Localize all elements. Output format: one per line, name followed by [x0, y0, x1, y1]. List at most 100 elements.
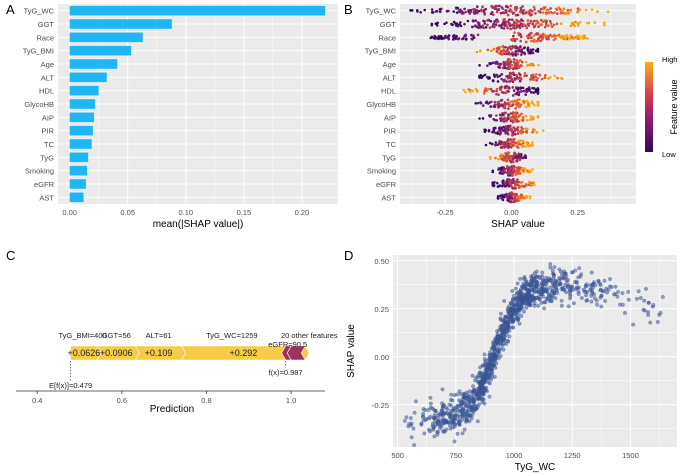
beeswarm-point-tc	[520, 145, 524, 149]
beeswarm-point-smoking	[506, 169, 510, 172]
panel-label-b: B	[344, 2, 353, 17]
beeswarm-point-tyg-wc	[533, 8, 537, 11]
beeswarm-point-alt	[531, 73, 535, 76]
dependence-point	[550, 268, 555, 273]
force-feature-label: GGT=56	[102, 331, 131, 340]
beeswarm-point-hdl	[495, 92, 498, 96]
beeswarm-point-egfr	[515, 180, 519, 184]
x-tick-label: 1500	[622, 451, 639, 460]
beeswarm-point-ggt	[452, 20, 456, 24]
beeswarm-point-tyg-bmi	[511, 51, 514, 55]
dependence-point	[506, 304, 511, 309]
beeswarm-point-ggt	[532, 25, 536, 29]
beeswarm-point-race	[547, 35, 551, 38]
panel-label-d: D	[344, 248, 353, 263]
dependence-point	[448, 415, 453, 420]
beeswarm-point-smoking	[517, 167, 520, 170]
beeswarm-point-age	[511, 67, 515, 70]
beeswarm-point-egfr	[527, 183, 531, 187]
panel-label-c: C	[6, 248, 15, 263]
dependence-point	[596, 278, 601, 283]
beeswarm-point-alt	[483, 73, 487, 77]
beeswarm-point-glycohb	[476, 101, 480, 105]
beeswarm-point-hdl	[536, 91, 540, 94]
beeswarm-point-pir	[517, 130, 520, 134]
beeswarm-point-tc	[525, 141, 529, 145]
dependence-point	[569, 285, 574, 290]
beeswarm-point-aip	[513, 113, 516, 116]
beeswarm-point-ggt	[504, 22, 507, 26]
beeswarm-point-race	[554, 34, 558, 38]
beeswarm-point-tyg-wc	[445, 9, 449, 13]
beeswarm-point-age	[486, 64, 489, 67]
beeswarm-point-tyg-wc	[590, 8, 594, 11]
beeswarm-point-glycohb	[515, 103, 519, 106]
beeswarm-point-egfr	[495, 181, 499, 185]
beeswarm-point-tyg-wc	[468, 9, 471, 12]
beeswarm-point-ggt	[526, 19, 530, 22]
beeswarm-point-hdl	[525, 88, 528, 91]
beeswarm-point-ggt	[578, 20, 582, 24]
beeswarm-point-hdl	[512, 89, 516, 92]
dependence-point	[515, 316, 520, 321]
beeswarm-point-egfr	[524, 183, 528, 186]
beeswarm-point-tyg-wc	[464, 10, 467, 14]
beeswarm-point-race	[539, 39, 542, 43]
dependence-point	[622, 311, 627, 315]
beeswarm-point-tyg-wc	[493, 6, 496, 10]
beeswarm-point-glycohb	[526, 99, 529, 103]
dependence-point	[587, 283, 592, 288]
dependence-point	[651, 303, 656, 307]
beeswarm-point-pir	[502, 125, 505, 129]
beeswarm-point-glycohb	[505, 102, 508, 106]
y-tick-label-egfr: eGFR	[376, 180, 397, 189]
y-tick-label-pir: PIR	[41, 127, 54, 136]
beeswarm-point-pir	[507, 124, 510, 128]
beeswarm-point-alt	[492, 73, 496, 77]
dependence-point	[626, 297, 631, 302]
beeswarm-point-tyg-wc	[435, 10, 439, 13]
panel-a-x-axis-label: mean(|SHAP value|)	[153, 219, 244, 230]
beeswarm-point-race	[538, 35, 542, 39]
beeswarm-point-tyg-wc	[576, 7, 580, 10]
beeswarm-point-alt	[534, 75, 538, 79]
beeswarm-point-ggt	[484, 26, 488, 29]
beeswarm-point-ggt	[512, 26, 515, 29]
beeswarm-point-smoking	[508, 170, 512, 173]
beeswarm-point-race	[586, 37, 589, 40]
dependence-point	[559, 298, 564, 303]
y-tick-label-tyg-wc: TyG_WC	[24, 7, 55, 16]
dependence-point	[457, 422, 462, 426]
beeswarm-point-age	[489, 62, 493, 65]
beeswarm-point-ggt	[512, 21, 516, 25]
beeswarm-point-aip	[510, 119, 514, 122]
dependence-point	[544, 289, 549, 294]
beeswarm-point-alt	[513, 78, 517, 81]
beeswarm-point-pir	[512, 126, 515, 129]
beeswarm-point-egfr	[491, 181, 495, 185]
beeswarm-point-tyg-wc	[495, 10, 499, 14]
beeswarm-point-aip	[500, 117, 504, 121]
beeswarm-point-tyg-wc	[562, 7, 566, 11]
beeswarm-point-ggt	[486, 23, 489, 27]
beeswarm-point-ggt	[550, 25, 554, 29]
beeswarm-point-hdl	[514, 86, 518, 89]
beeswarm-point-tyg-bmi	[479, 49, 482, 53]
dependence-point	[430, 421, 435, 426]
beeswarm-point-tyg-wc	[509, 4, 513, 8]
dependence-point	[498, 354, 503, 359]
dependence-point	[501, 319, 506, 324]
beeswarm-point-hdl	[534, 89, 538, 92]
beeswarm-point-aip	[515, 119, 519, 122]
beeswarm-point-tyg-wc	[430, 8, 434, 11]
beeswarm-point-hdl	[507, 86, 511, 89]
beeswarm-point-ggt	[538, 23, 542, 26]
dependence-point	[457, 398, 462, 403]
beeswarm-point-tyg	[524, 156, 527, 160]
beeswarm-point-aip	[518, 113, 521, 117]
dependence-point	[490, 345, 495, 350]
beeswarm-point-aip	[507, 113, 510, 116]
beeswarm-point-tyg-wc	[480, 8, 483, 12]
beeswarm-point-ggt	[495, 20, 499, 24]
beeswarm-point-tyg-wc	[483, 13, 487, 16]
